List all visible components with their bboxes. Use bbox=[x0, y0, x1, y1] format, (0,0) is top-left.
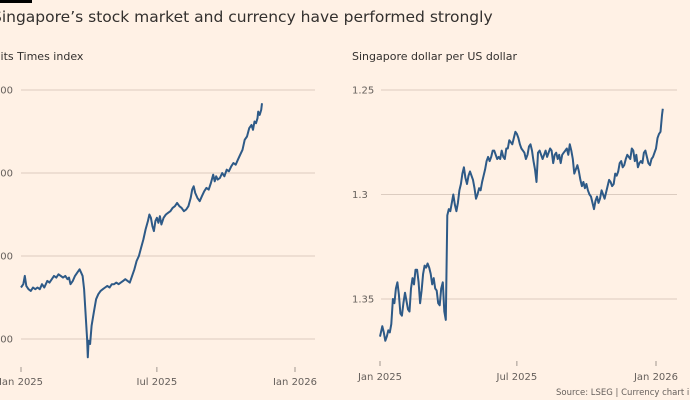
source-note: Source: LSEG | Currency chart inverted bbox=[556, 388, 690, 398]
sti-series-line bbox=[20, 103, 263, 359]
chart-title: Singapore’s stock market and currency ha… bbox=[0, 8, 493, 26]
sgd-y-tick-label: 1.35 bbox=[352, 295, 374, 306]
sgd-series-line bbox=[379, 108, 664, 342]
sgd-x-tick-label: Jan 2025 bbox=[357, 372, 402, 383]
sti-x-tick-label: Jan 2025 bbox=[0, 377, 43, 385]
sgd-y-tick-label: 1.25 bbox=[352, 86, 374, 97]
sgd-x-tick-label: Jul 2025 bbox=[496, 372, 538, 383]
left-chart-subtitle: Straits Times index bbox=[0, 50, 84, 63]
sti-y-tick-label: 4,000 bbox=[0, 252, 13, 263]
sti-y-tick-label: 3,500 bbox=[0, 335, 13, 346]
brand-bar bbox=[0, 0, 32, 3]
sgd-x-tick-label: Jan 2026 bbox=[633, 372, 678, 383]
straits-times-chart: 5,000 4,500 4,000 3,500 Jan 2025 Jul 2025 Jan … bbox=[0, 86, 317, 386]
sti-x-tick-label: Jul 2025 bbox=[136, 377, 178, 385]
sgd-y-tick-label: 1.3 bbox=[352, 190, 368, 201]
sti-y-tick-label: 5,000 bbox=[0, 86, 13, 97]
right-chart-subtitle: Singapore dollar per US dollar bbox=[352, 50, 517, 63]
sgd-usd-chart: 1.25 1.3 1.35 Jan 2025 Jul 2025 Jan 2026 bbox=[352, 86, 678, 384]
sti-x-tick-label: Jan 2026 bbox=[272, 377, 317, 385]
sti-y-tick-label: 4,500 bbox=[0, 169, 13, 180]
